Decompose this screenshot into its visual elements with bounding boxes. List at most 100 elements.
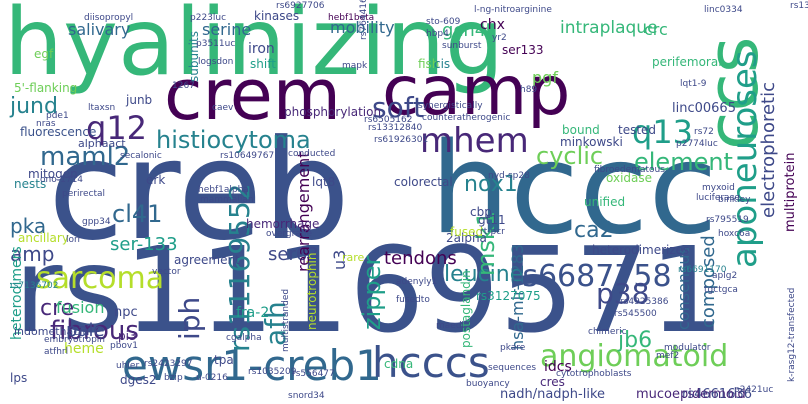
word-kinases: kinases: [254, 9, 300, 23]
word-idcs: idcs: [544, 359, 572, 375]
word-rs3127075: rs3127075: [476, 289, 541, 303]
word-fusedto: fusedto: [396, 295, 430, 305]
word-jb6: jb6: [618, 328, 653, 353]
word-alphaact: alphaact: [78, 137, 126, 150]
word-rs10649767: rs10649767: [220, 151, 275, 161]
word-cres: cres: [540, 375, 565, 389]
word-hemorrhage: hemorrhage: [246, 217, 320, 231]
word-consensus: consensus: [674, 246, 693, 330]
word-p2774luc: p2774luc: [676, 139, 718, 149]
word-perifemoral: perifemoral: [652, 55, 722, 69]
word-nests: nests: [14, 177, 47, 191]
word-rs13312840: rs13312840: [368, 123, 423, 133]
word-u-0216: u-0216: [196, 373, 228, 383]
word-rs764416: rs764416: [359, 0, 369, 40]
word-mobility: mobility: [330, 18, 395, 37]
word-lqt8: lqt8: [312, 175, 336, 189]
word-crem: crem: [164, 54, 341, 136]
word-heterodimerizes: heterodimerizes: [592, 243, 690, 257]
word-ewsr1-creb1: ewsr1-creb1: [122, 341, 382, 390]
word-rt-pcr: rt-pcr: [480, 227, 505, 237]
word-rs6691170: rs6691170: [678, 265, 727, 275]
word-histiocytoma: histiocytoma: [156, 126, 311, 154]
word-pbov1: pbov1: [110, 341, 138, 351]
word-tpa: tpa: [214, 353, 234, 367]
word-fra-2: fra-2: [236, 305, 270, 321]
word-erk: erk: [146, 173, 166, 187]
word-cbp: cbp: [470, 205, 492, 219]
word-rs545500: rs545500: [614, 309, 657, 319]
word-5-flanking: 5'-flanking: [14, 81, 78, 95]
word-rs11169552: rs11169552: [223, 183, 256, 352]
word-ser63: ser63: [268, 244, 319, 265]
word-mitogen: mitogen: [28, 167, 78, 181]
word-crc: crc: [644, 20, 668, 39]
word-h89: h89: [520, 85, 538, 95]
word-camp: camp: [382, 52, 571, 131]
word-rs6927706: rs6927706: [276, 1, 325, 11]
word-overgrade: overgrade: [266, 229, 313, 239]
word-buoyancy: buoyancy: [466, 379, 510, 389]
word-rs6687758: rs6687758: [510, 259, 672, 294]
word-rs61926301: rs61926301: [374, 135, 429, 145]
word-shift: shift: [250, 57, 276, 71]
word-postaglandin: postaglandin: [459, 270, 473, 348]
word-angiomatoid: angiomatoid: [540, 339, 729, 374]
word-rs1035209: rs1035209: [248, 367, 297, 377]
word-iron: iron: [248, 41, 275, 57]
word-ltaxsn: ltaxsn: [88, 103, 116, 113]
word-p3511uc: p3511uc: [196, 39, 236, 49]
word-bzip: bzip: [164, 373, 183, 383]
word-maml2: maml2: [40, 142, 131, 172]
word-intraplaque: intraplaque: [560, 18, 658, 38]
word-rs2423297: rs2423297: [144, 359, 193, 369]
word-jund: jund: [10, 94, 58, 119]
word-rs1327: rs1327: [790, 1, 808, 11]
word-sto-609: sto-609: [426, 17, 461, 27]
word-logsdon: logsdon: [198, 57, 234, 67]
word-chimeric: chimeric: [588, 327, 627, 337]
word-pale: pale: [66, 320, 105, 341]
word-2alpha: 2alpha: [446, 231, 487, 245]
word-cis: cis: [434, 57, 451, 71]
word-nyd-sp28: nyd-sp28: [488, 171, 530, 181]
word-hbp4: hbp4: [426, 29, 449, 39]
word-caev: caev: [212, 103, 234, 113]
word-vector: vector: [152, 267, 181, 277]
word-creb: creb: [48, 110, 351, 271]
word-l-ng-nitroarginine: l-ng-nitroarginine: [474, 5, 552, 15]
word-unified: unified: [584, 195, 626, 209]
word-cyclic: cyclic: [536, 142, 604, 170]
word-cl41: cl41: [112, 200, 163, 228]
word-rs72: rs72: [694, 127, 714, 137]
word-mapk: mapk: [342, 61, 368, 71]
word-linc0334: linc0334: [704, 5, 743, 15]
word-soft: soft: [372, 91, 425, 124]
word-embryotropin: embryotropin: [44, 335, 106, 345]
word-npc: npc: [114, 305, 138, 320]
word-maedi: maedi: [436, 321, 465, 331]
word-multistranded: multistranded: [281, 288, 291, 352]
word-ancillary: ancillary: [18, 231, 69, 245]
word-nadh-nadph-like: nadh/nadph-like: [500, 387, 606, 402]
word-diisopropyl: diisopropyl: [84, 13, 134, 23]
word-junb: junb: [126, 93, 153, 107]
word-conducted: conducted: [288, 149, 336, 159]
word-q12: q12: [86, 109, 148, 147]
word-cdna: cdna: [384, 357, 414, 371]
word-tgctgca: tgctgca: [704, 285, 738, 295]
word-bound: bound: [562, 123, 600, 137]
word-oxidase: oxidase: [606, 171, 653, 185]
word-p223luc: p223luc: [190, 13, 227, 23]
word-synergistically: synergistically: [418, 101, 483, 111]
word-composed: composed: [698, 235, 719, 328]
word-pde1: pde1: [46, 111, 69, 121]
word-gpp34: gpp34: [82, 217, 111, 227]
word-pi3: pi3: [118, 329, 137, 343]
word-rs795519: rs795519: [706, 215, 749, 225]
word-nras: nras: [36, 119, 56, 129]
word-hyalinizing: hyalinizing: [4, 0, 505, 96]
word-uhler: uhler: [116, 361, 140, 371]
word-salivary: salivary: [68, 20, 131, 39]
